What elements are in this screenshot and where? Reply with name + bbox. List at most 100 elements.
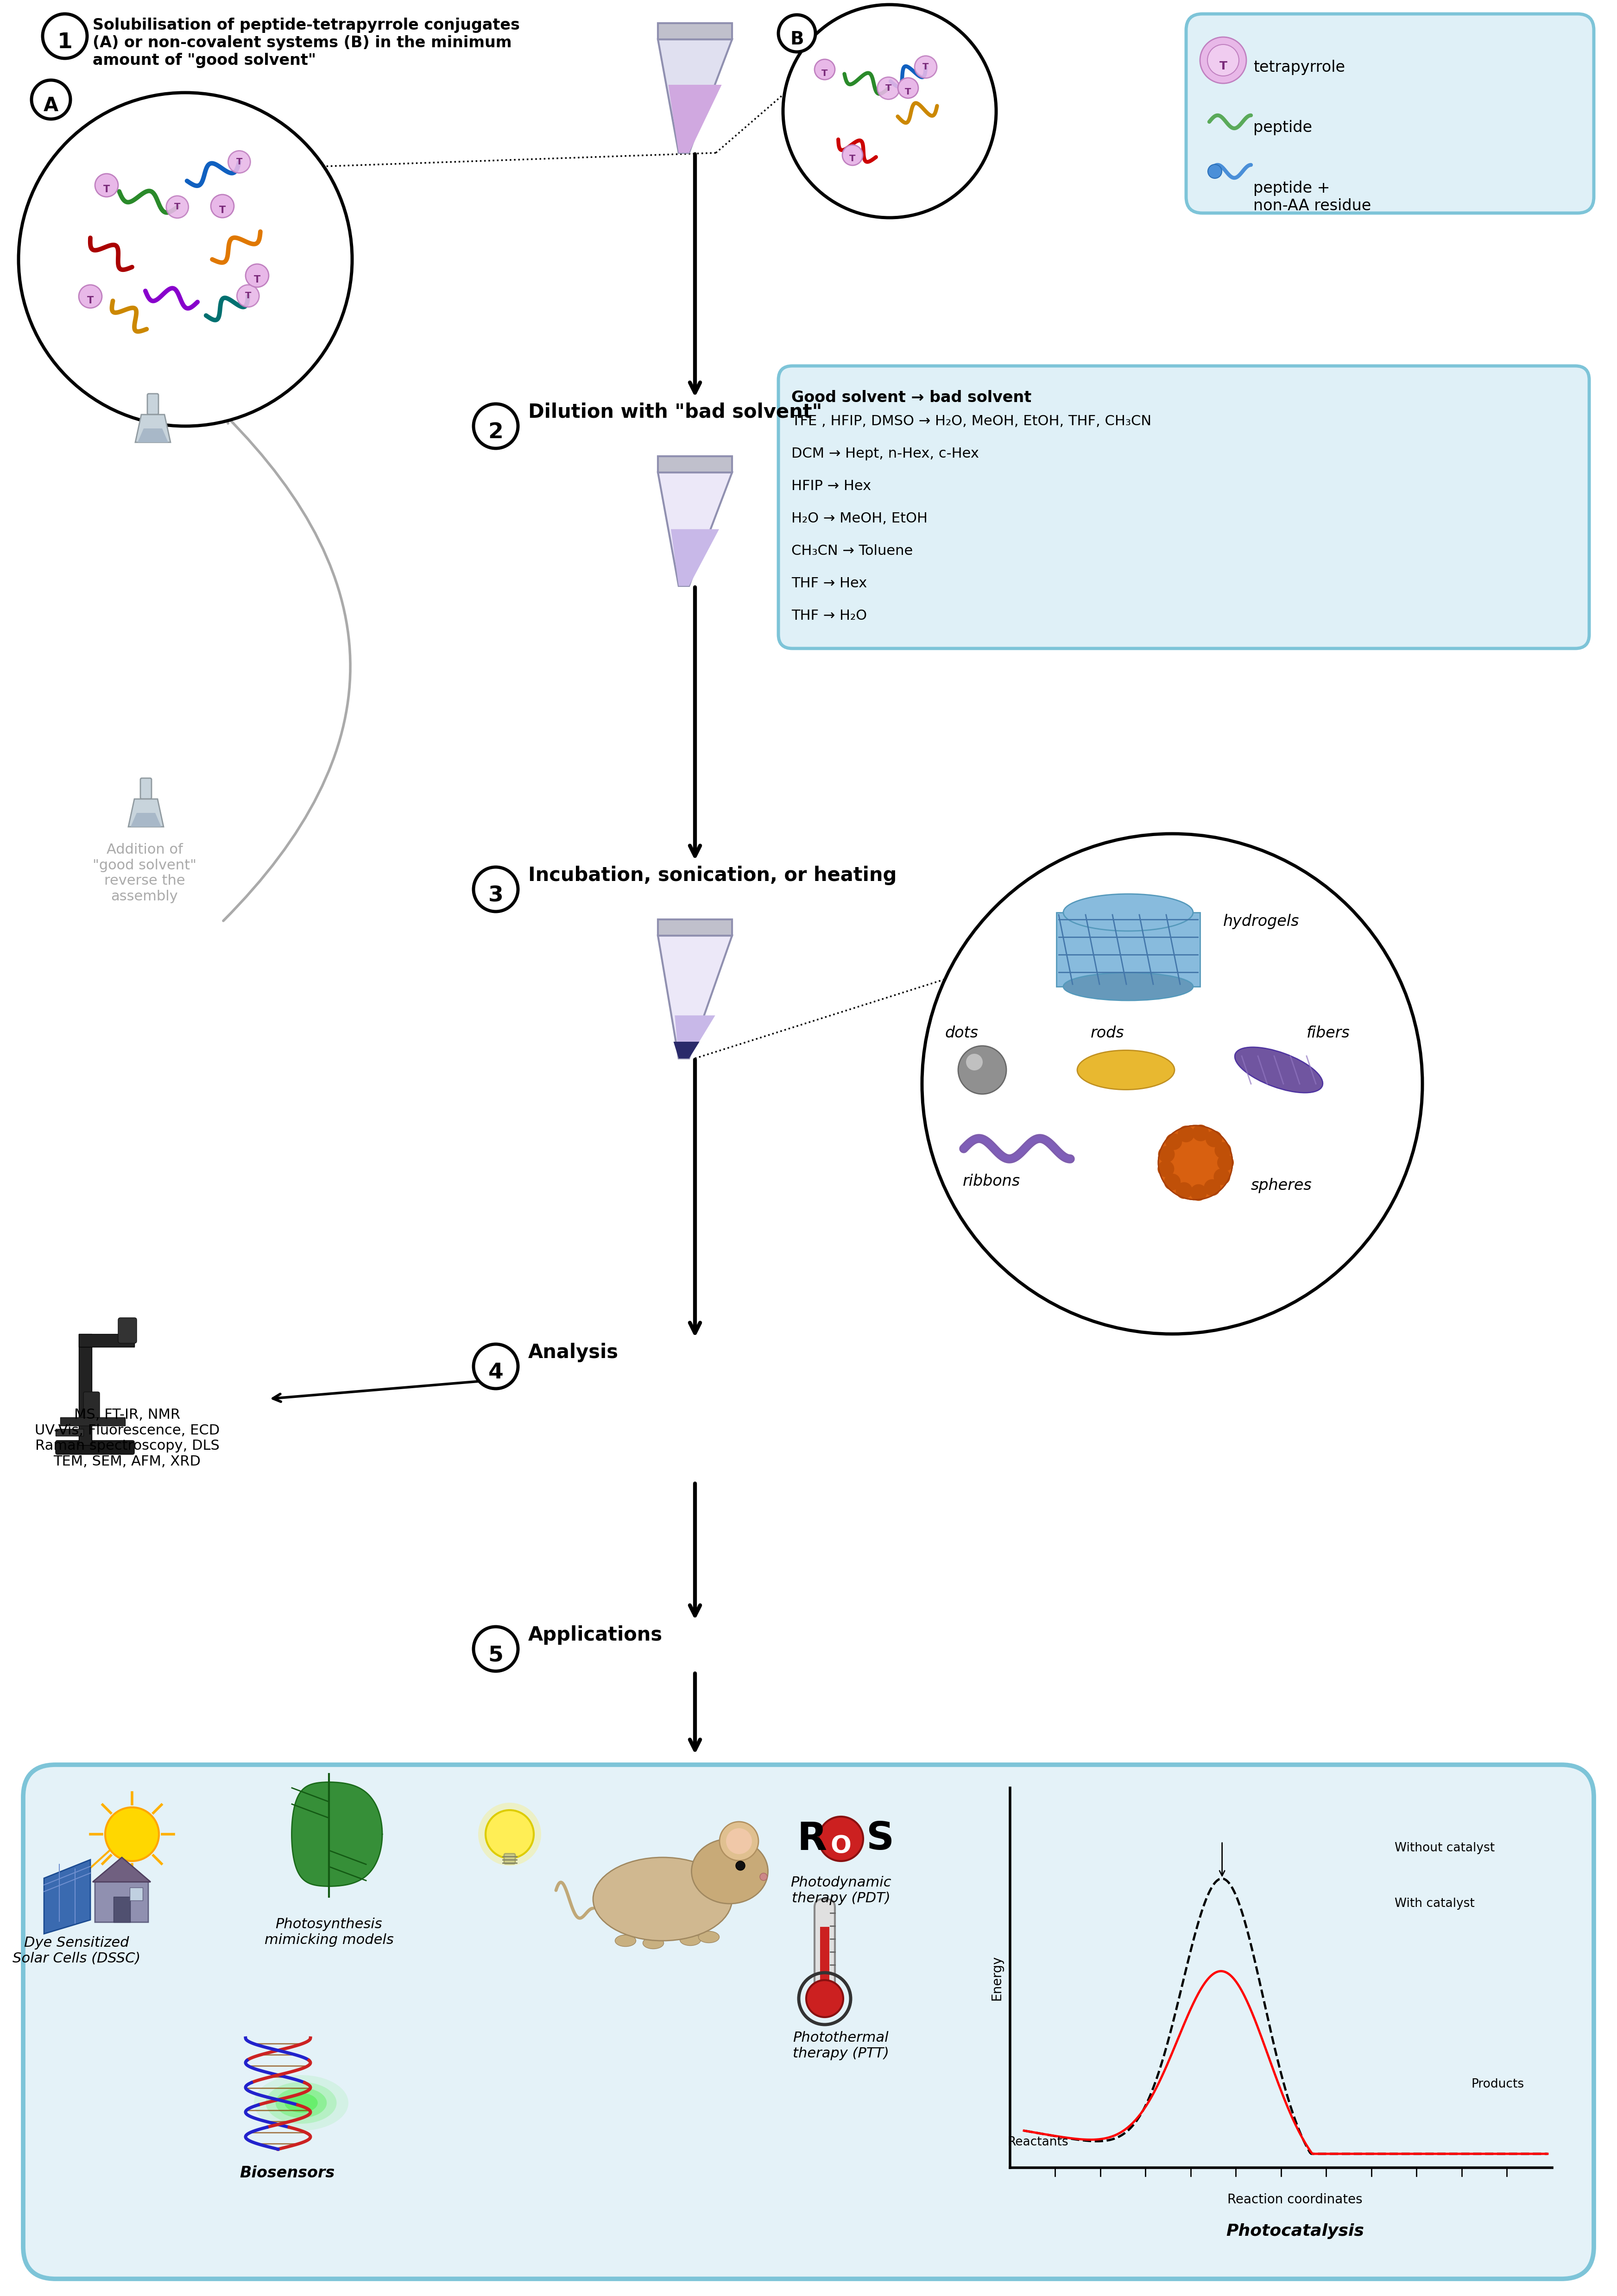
Text: THF → Hex: THF → Hex	[791, 576, 867, 590]
Circle shape	[1190, 1185, 1206, 1201]
Text: Biosensors: Biosensors	[239, 2165, 335, 2181]
Text: T: T	[906, 87, 912, 96]
Text: fibers: fibers	[1307, 1026, 1350, 1040]
Text: peptide: peptide	[1253, 119, 1311, 135]
Text: H₂O → MeOH, EtOH: H₂O → MeOH, EtOH	[791, 512, 928, 526]
Polygon shape	[44, 1860, 91, 1933]
Circle shape	[922, 833, 1423, 1334]
Circle shape	[105, 1807, 158, 1862]
Text: T: T	[218, 207, 226, 216]
Ellipse shape	[692, 1839, 768, 1903]
Text: Addition of
"good solvent"
reverse the
assembly: Addition of "good solvent" reverse the a…	[92, 843, 196, 902]
Text: dots: dots	[944, 1026, 978, 1040]
Ellipse shape	[614, 1936, 635, 1947]
Polygon shape	[674, 1042, 700, 1058]
Circle shape	[1205, 1180, 1221, 1196]
Bar	[55, 1428, 84, 1435]
Text: Analysis: Analysis	[529, 1343, 619, 1362]
Text: T: T	[1219, 60, 1227, 71]
Text: Products: Products	[1471, 2078, 1525, 2089]
Circle shape	[807, 1979, 842, 2018]
Text: Dye Sensitized
Solar Cells (DSSC): Dye Sensitized Solar Cells (DSSC)	[13, 1936, 141, 1965]
Bar	[820, 1926, 830, 1991]
Text: T: T	[821, 69, 828, 78]
Polygon shape	[674, 1015, 715, 1058]
Circle shape	[474, 1626, 517, 1671]
Text: Energy: Energy	[990, 1956, 1003, 2000]
Circle shape	[1206, 1130, 1222, 1148]
Circle shape	[1214, 1141, 1231, 1159]
Polygon shape	[131, 813, 162, 827]
Text: 3: 3	[488, 886, 503, 907]
Polygon shape	[92, 1857, 150, 1883]
Text: TFE , HFIP, DMSO → H₂O, MeOH, EtOH, THF, CH₃CN: TFE , HFIP, DMSO → H₂O, MeOH, EtOH, THF,…	[791, 416, 1151, 427]
Text: hydrogels: hydrogels	[1222, 914, 1300, 930]
Circle shape	[474, 404, 517, 448]
Circle shape	[210, 195, 234, 218]
Circle shape	[1176, 1182, 1192, 1199]
Circle shape	[1208, 44, 1239, 76]
Circle shape	[1208, 165, 1222, 179]
Ellipse shape	[1064, 893, 1193, 930]
Bar	[79, 1334, 92, 1444]
Bar	[129, 1887, 142, 1901]
Circle shape	[1158, 1159, 1174, 1178]
Text: Photocatalysis: Photocatalysis	[1226, 2223, 1365, 2239]
Text: MS, FT-IR, NMR
UV-Vis, Fluorescence, ECD
Raman spectroscopy, DLS
TEM, SEM, AFM, : MS, FT-IR, NMR UV-Vis, Fluorescence, ECD…	[34, 1407, 220, 1467]
Circle shape	[818, 1816, 863, 1862]
Polygon shape	[128, 799, 163, 827]
Ellipse shape	[285, 2094, 317, 2112]
Bar	[79, 1334, 134, 1348]
Text: 4: 4	[488, 1362, 503, 1382]
Ellipse shape	[1064, 974, 1193, 1001]
FancyBboxPatch shape	[147, 393, 158, 416]
Text: rods: rods	[1090, 1026, 1124, 1040]
Text: A: A	[44, 96, 58, 115]
Text: DCM → Hept, n-Hex, c-Hex: DCM → Hept, n-Hex, c-Hex	[791, 448, 978, 461]
Text: Photodynamic
therapy (PDT): Photodynamic therapy (PDT)	[791, 1876, 891, 1906]
Ellipse shape	[265, 2082, 336, 2124]
Bar	[658, 457, 733, 473]
Circle shape	[965, 1054, 983, 1070]
Text: Reactants: Reactants	[1007, 2135, 1069, 2149]
Circle shape	[474, 1343, 517, 1389]
Text: peptide +
non-AA residue: peptide + non-AA residue	[1253, 181, 1371, 214]
Circle shape	[42, 14, 87, 57]
Circle shape	[1158, 1125, 1232, 1199]
Circle shape	[95, 174, 118, 197]
Text: R: R	[797, 1821, 826, 1857]
Circle shape	[31, 80, 71, 119]
Text: spheres: spheres	[1252, 1178, 1311, 1194]
Text: B: B	[791, 30, 804, 48]
Text: T: T	[254, 276, 260, 285]
Text: O: O	[831, 1835, 851, 1857]
Circle shape	[228, 152, 251, 172]
Text: Without catalyst: Without catalyst	[1394, 1841, 1494, 1855]
Text: Good solvent → bad solvent: Good solvent → bad solvent	[791, 390, 1032, 406]
Circle shape	[1214, 1169, 1231, 1185]
Text: Photosynthesis
mimicking models: Photosynthesis mimicking models	[265, 1917, 393, 1947]
Circle shape	[79, 285, 102, 308]
Text: T: T	[87, 296, 94, 305]
Circle shape	[726, 1828, 752, 1855]
Text: ribbons: ribbons	[962, 1173, 1020, 1189]
Ellipse shape	[593, 1857, 733, 1940]
Circle shape	[167, 195, 189, 218]
Circle shape	[736, 1862, 745, 1871]
FancyBboxPatch shape	[1187, 14, 1594, 214]
Ellipse shape	[254, 2076, 348, 2131]
Polygon shape	[137, 429, 168, 443]
FancyBboxPatch shape	[55, 1440, 134, 1453]
Ellipse shape	[644, 1938, 663, 1949]
Circle shape	[959, 1047, 1006, 1093]
FancyBboxPatch shape	[118, 1318, 137, 1343]
FancyBboxPatch shape	[84, 1391, 100, 1424]
Text: Incubation, sonication, or heating: Incubation, sonication, or heating	[529, 866, 897, 886]
Circle shape	[18, 92, 353, 427]
Polygon shape	[658, 937, 733, 1058]
Text: T: T	[886, 85, 891, 92]
Circle shape	[815, 60, 834, 80]
Circle shape	[1192, 1125, 1210, 1141]
Ellipse shape	[275, 2087, 327, 2117]
Ellipse shape	[1235, 1047, 1323, 1093]
